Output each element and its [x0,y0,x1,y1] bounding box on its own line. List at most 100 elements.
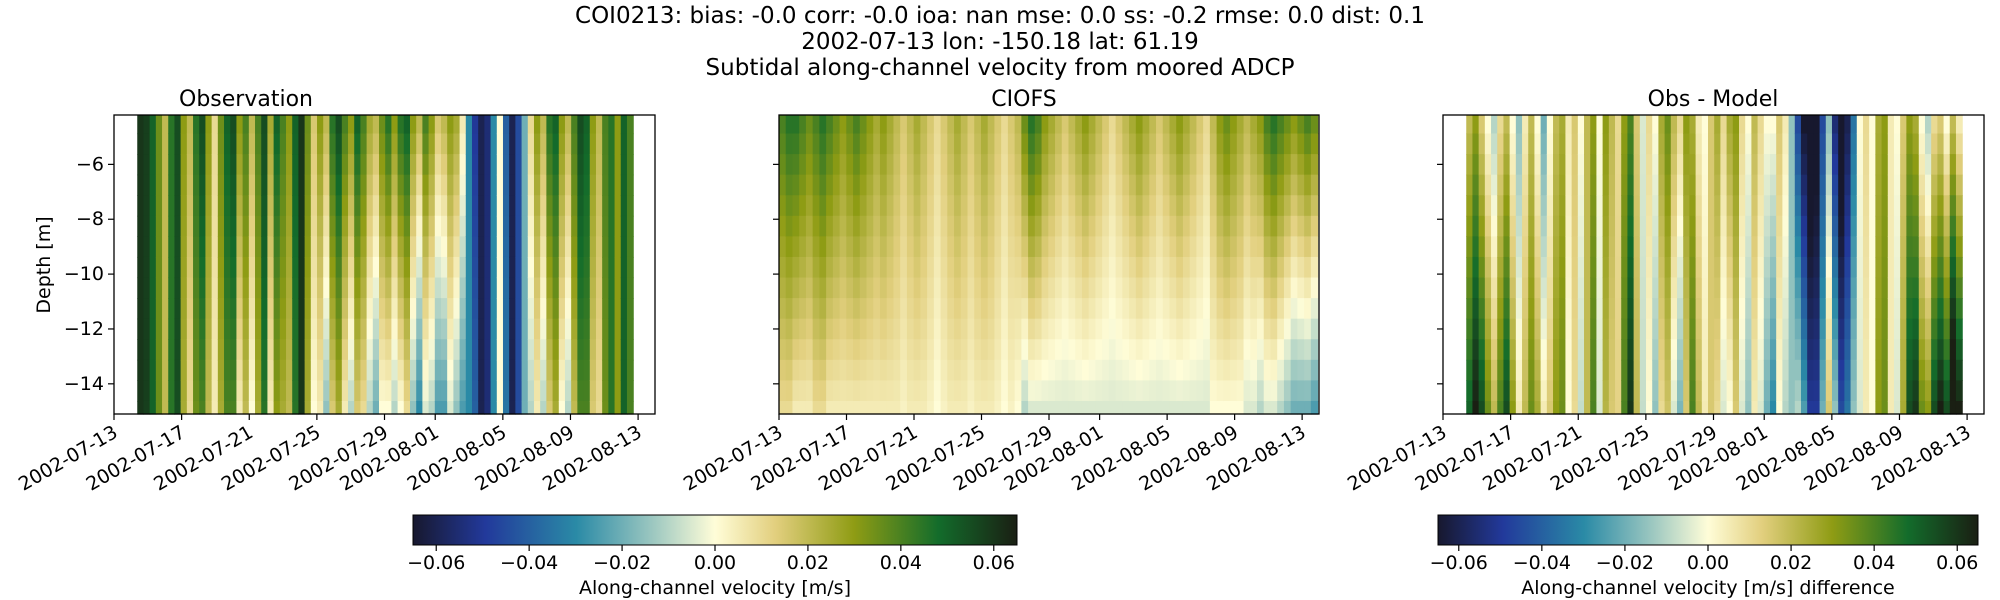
heatmap-cell [180,359,188,381]
heatmap-cell [1553,277,1560,299]
heatmap-cell [1014,154,1022,176]
heatmap-cell [1162,339,1171,361]
heatmap-cell [1887,256,1895,279]
heatmap-cell [1497,115,1505,135]
heatmap-cell [1949,215,1957,237]
heatmap-cell [1931,359,1938,381]
heatmap-cell [527,380,535,402]
heatmap-cell [1061,298,1070,320]
heatmap-cell [826,115,834,135]
heatmap-cell [1484,298,1492,320]
heatmap-cell [1559,256,1567,279]
heatmap-cell [1621,400,1629,415]
heatmap-cell [1844,380,1852,402]
heatmap-cell [186,195,194,217]
heatmap-cell [391,359,399,381]
heatmap-cell [1270,359,1278,381]
heatmap-cell [428,380,436,402]
heatmap-cell [1061,236,1070,258]
heatmap-cell [799,298,807,320]
heatmap-cell [441,154,448,176]
heatmap-cell [403,277,411,299]
heatmap-cell [1819,277,1827,299]
heatmap-cell [1129,298,1137,320]
heatmap-cell [1236,174,1245,196]
heatmap-cell [1751,339,1759,361]
heatmap-cell [595,256,603,279]
heatmap-cell [1770,380,1777,402]
heatmap-cell [1522,195,1529,217]
heatmap-cell [1243,133,1251,155]
heatmap-cell [1129,400,1137,415]
heatmap-cell [1782,236,1790,258]
heatmap-cell [255,400,262,415]
heatmap-cell [1270,339,1278,361]
heatmap-cell [1887,359,1895,381]
heatmap-cell [1807,339,1814,361]
heatmap-cell [1102,298,1110,320]
heatmap-cell [846,215,854,237]
heatmap-cell [1893,359,1901,381]
heatmap-cell [1590,236,1598,258]
heatmap-cell [1472,359,1480,381]
heatmap-cell [785,318,794,340]
heatmap-cell [267,215,275,237]
heatmap-cell [1658,339,1666,361]
heatmap-cell [1176,298,1184,320]
heatmap-cell [1714,298,1721,320]
heatmap-cell [1162,400,1171,415]
heatmap-cell [441,195,448,217]
heatmap-cell [1028,215,1036,237]
heatmap-cell [1571,359,1579,381]
heatmap-cell [839,236,847,258]
heatmap-cell [1472,133,1480,155]
heatmap-cell [974,154,982,176]
heatmap-cell [1571,277,1579,299]
heatmap-cell [1283,359,1292,381]
heatmap-cell [608,154,616,176]
heatmap-cell [354,318,362,340]
heatmap-cell [1304,380,1312,402]
heatmap-cell [1621,154,1629,176]
heatmap-cell [1216,400,1224,415]
heatmap-cell [546,380,554,402]
heatmap-cell [1856,174,1864,196]
heatmap-cell [799,115,807,135]
heatmap-cell [304,256,312,279]
heatmap-cell [310,115,318,135]
heatmap-cell [1856,400,1864,415]
heatmap-cell [1794,133,1802,155]
heatmap-cell [162,236,169,258]
heatmap-cell [779,256,787,279]
heatmap-cell [1615,133,1622,155]
heatmap-cell [360,133,368,155]
heatmap-cell [236,380,244,402]
heatmap-cell [954,400,962,415]
heatmap-cell [1162,256,1171,279]
heatmap-cell [1088,195,1097,217]
heatmap-cell [533,339,541,361]
heatmap-cell [1943,359,1951,381]
heatmap-cell [459,115,467,135]
heatmap-cell [879,359,888,381]
heatmap-cell [1701,236,1709,258]
heatmap-cell [360,400,368,415]
heatmap-cell [1862,277,1870,299]
heatmap-cell [379,195,386,217]
heatmap-cell [1257,236,1265,258]
heatmap-cell [920,380,928,402]
heatmap-cell [502,133,510,155]
heatmap-cell [577,115,585,135]
heatmap-cell [1102,256,1110,279]
heatmap-cell [1918,154,1926,176]
heatmap-cell [317,174,324,196]
heatmap-cell [1466,133,1474,155]
heatmap-cell [873,133,881,155]
heatmap-cell [577,154,585,176]
heatmap-cell [1203,115,1211,135]
heatmap-cell [785,195,794,217]
heatmap-cell [385,195,392,217]
heatmap-cell [602,339,609,361]
heatmap-cell [1257,115,1265,135]
heatmap-cell [279,133,287,155]
